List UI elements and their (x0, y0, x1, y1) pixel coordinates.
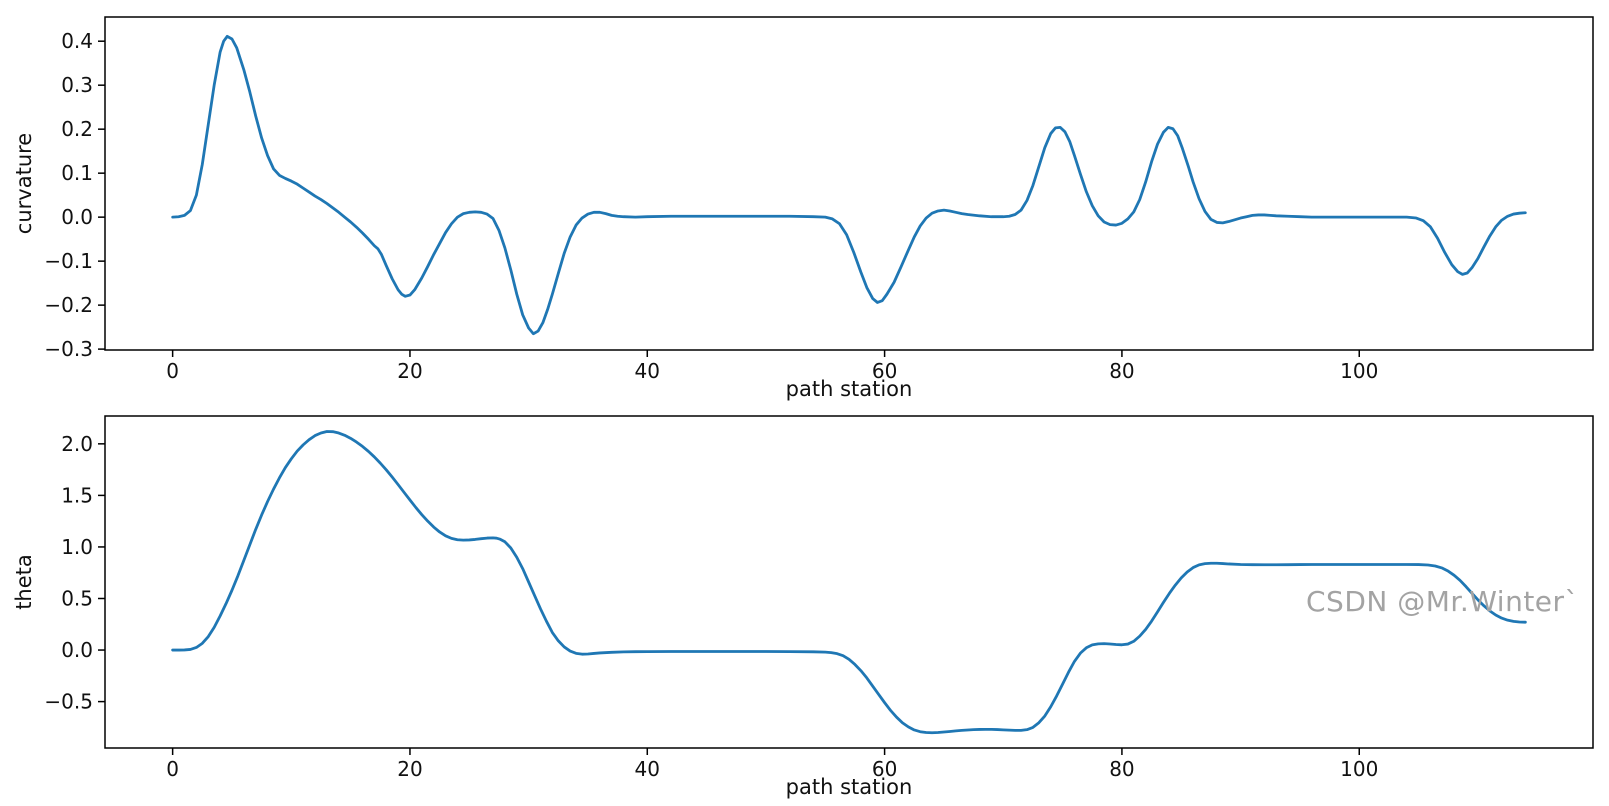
theta-chart: 0 20 40 60 80 100 −0.5 0.0 0.5 1.0 1.5 2.0 path stat… (12, 415, 1594, 799)
y-tick-label: 0.2 (61, 117, 93, 141)
x-tick-label: 20 (397, 359, 422, 383)
y-tick-label: 0.0 (61, 638, 93, 662)
y-axis-label: theta (12, 554, 36, 610)
y-tick-label: 0.0 (61, 205, 93, 229)
y-tick-label: 0.4 (61, 29, 93, 53)
y-tick-label: 2.0 (61, 432, 93, 456)
curvature-chart: 0 20 40 60 80 100 −0.3 −0.2 −0.1 0.0 0.1 0.2 0.3 0.4 p… (12, 16, 1594, 401)
y-tick-label: 0.1 (61, 161, 93, 185)
x-axis-label: path station (786, 775, 913, 799)
y-tick-label: −0.2 (44, 293, 93, 317)
theta-line (171, 430, 1527, 735)
x-tick-label: 0 (166, 359, 179, 383)
x-tick-label: 40 (635, 359, 660, 383)
y-tick-label: −0.3 (44, 337, 93, 361)
x-tick-label: 100 (1340, 359, 1378, 383)
y-tick-label: 0.3 (61, 73, 93, 97)
x-tick-label: 40 (635, 757, 660, 781)
y-tick-label: 1.0 (61, 535, 93, 559)
x-tick-label: 80 (1109, 359, 1134, 383)
curvature-line (171, 34, 1527, 336)
y-tick-label: −0.5 (44, 690, 93, 714)
y-tick-label: −0.1 (44, 249, 93, 273)
y-tick-label: 0.5 (61, 586, 93, 610)
y-tick-label: 1.5 (61, 483, 93, 507)
x-tick-label: 60 (872, 757, 897, 781)
plot-border (104, 16, 1594, 351)
x-axis-label: path station (786, 377, 913, 401)
plot-border (104, 415, 1594, 749)
x-tick-label: 80 (1109, 757, 1134, 781)
x-tick-label: 0 (166, 757, 179, 781)
y-axis-label: curvature (12, 133, 36, 234)
x-tick-label: 100 (1340, 757, 1378, 781)
x-tick-label: 60 (872, 359, 897, 383)
x-tick-label: 20 (397, 757, 422, 781)
